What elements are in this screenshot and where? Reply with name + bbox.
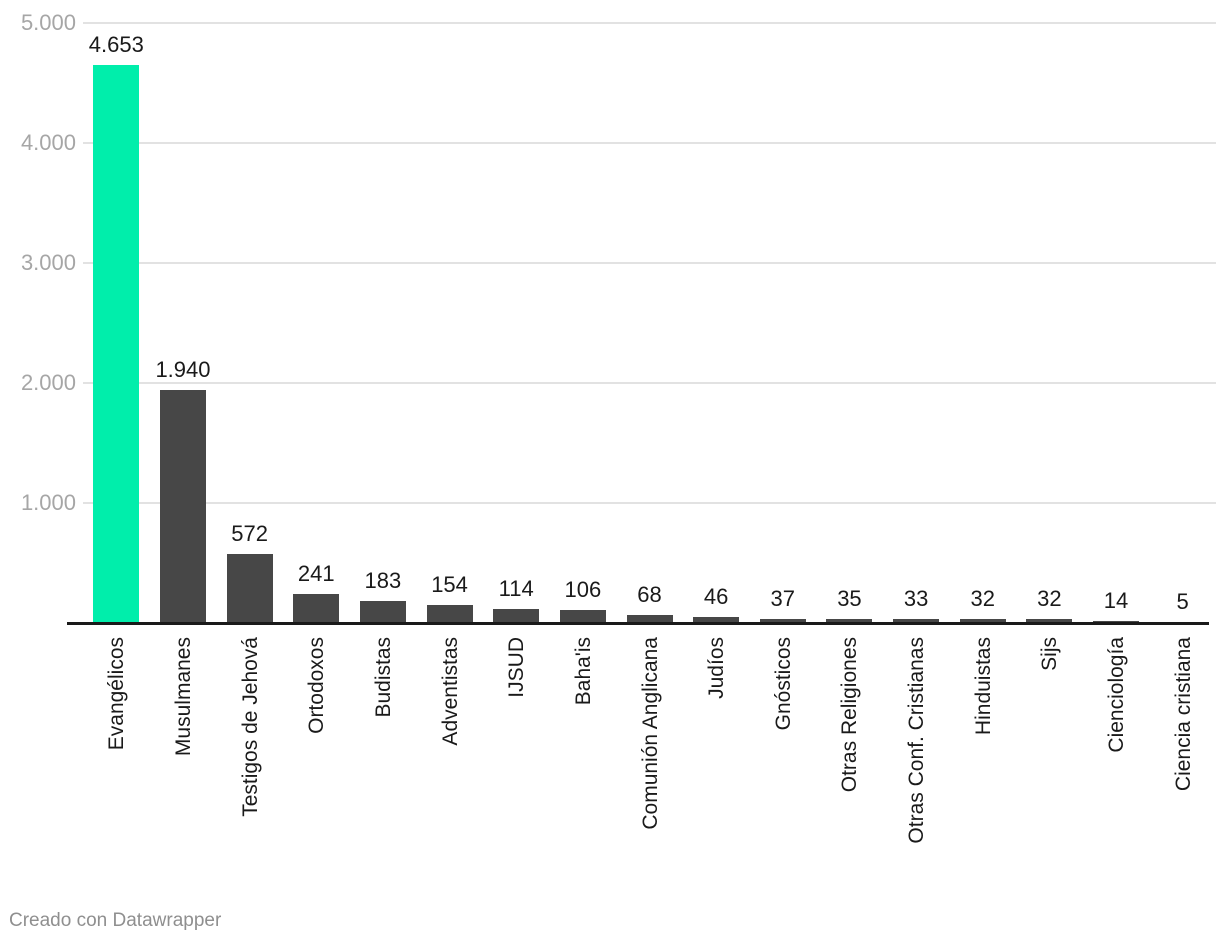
x-axis-category-label: Otras Religiones	[838, 637, 862, 793]
bar-value-label: 33	[903, 586, 929, 612]
x-axis-category-label: IJSUD	[505, 637, 529, 698]
bar-value-label: 35	[837, 585, 862, 611]
x-axis-category-label: Sijs	[1038, 637, 1062, 671]
gridline	[83, 382, 1216, 384]
bar-value-label: 5	[1176, 589, 1189, 615]
y-axis-tick-label: 5.000	[20, 10, 76, 35]
bar	[93, 64, 140, 623]
y-axis-tick-label: 2.000	[20, 370, 76, 395]
x-axis-category-label: Evangélicos	[105, 637, 129, 751]
bar	[493, 609, 540, 623]
bar	[1026, 619, 1073, 623]
x-axis-category-label: Budistas	[371, 637, 395, 718]
gridline	[83, 502, 1216, 504]
x-axis-category-label: Gnósticos	[771, 637, 795, 731]
bar-value-label: 46	[703, 584, 729, 610]
bar-value-label: 154	[431, 571, 468, 597]
bar-value-label: 572	[231, 521, 268, 547]
bar	[293, 594, 340, 623]
x-axis-line	[67, 622, 1209, 625]
bar	[226, 554, 273, 623]
bar-value-label: 4.653	[88, 31, 144, 57]
y-axis-tick-label: 1.000	[20, 490, 76, 515]
x-axis-category-label: Ciencia cristiana	[1171, 637, 1195, 792]
chart-credit: Creado con Datawrapper	[9, 910, 222, 931]
bar-value-label: 32	[970, 586, 995, 612]
bar	[426, 604, 473, 623]
bar	[559, 610, 606, 623]
bar-value-label: 14	[1103, 588, 1129, 614]
bar-value-label: 114	[498, 576, 534, 602]
bar-value-label: 106	[564, 577, 602, 603]
x-axis-category-label: Otras Conf. Cristianas	[905, 637, 929, 844]
x-axis-category-label: Judíos	[705, 637, 729, 699]
bar-value-label: 1.940	[155, 357, 211, 383]
bar	[693, 617, 740, 623]
y-axis-tick-label: 3.000	[20, 250, 76, 275]
x-axis-category-label: Musulmanes	[171, 637, 195, 757]
gridline	[83, 142, 1216, 144]
bar	[893, 619, 940, 623]
bar	[159, 390, 206, 623]
x-axis-category-label: Baha'is	[571, 637, 595, 706]
bar-value-label: 183	[364, 568, 402, 594]
x-axis-category-label: Cienciología	[1105, 637, 1129, 753]
bar-value-label: 32	[1037, 586, 1062, 612]
x-axis-category-label: Comunión Anglicana	[638, 637, 662, 830]
x-axis-category-label: Adventistas	[438, 637, 462, 746]
x-axis-category-label: Hinduistas	[971, 637, 995, 736]
y-axis-tick-label: 4.000	[20, 130, 76, 155]
bar	[959, 619, 1006, 623]
gridline	[83, 22, 1216, 24]
gridline	[83, 262, 1216, 264]
bar-value-label: 241	[297, 561, 335, 587]
x-axis-category-label: Ortodoxos	[305, 637, 329, 734]
bar	[626, 614, 673, 623]
bar	[759, 618, 806, 623]
bar	[359, 601, 406, 623]
bar	[826, 618, 873, 623]
bar-value-label: 37	[770, 585, 796, 611]
bar-value-label: 68	[637, 581, 662, 607]
x-axis-category-label: Testigos de Jehová	[238, 637, 262, 817]
